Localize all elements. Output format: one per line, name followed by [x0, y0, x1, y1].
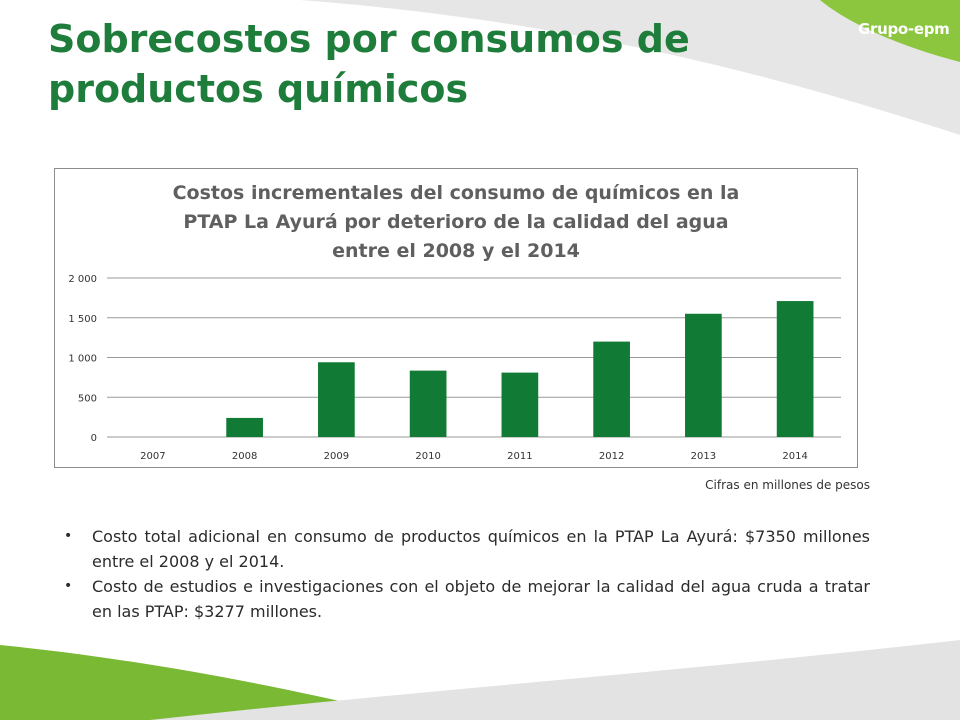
- slide-title-line-1: Sobrecostos por consumos de: [48, 17, 690, 61]
- bar: [776, 301, 814, 437]
- bottom-gray-swoosh: [150, 640, 960, 720]
- top-right-gray-swoosh: [300, 0, 960, 135]
- y-tick-label: 2 000: [68, 274, 97, 285]
- bottom-left-green-swoosh: [0, 645, 420, 720]
- bar: [318, 362, 355, 437]
- bullet-dot-icon: •: [64, 528, 73, 544]
- x-tick-label: 2007: [140, 451, 165, 462]
- y-tick-label: 0: [91, 433, 97, 444]
- y-tick-label: 1 500: [68, 314, 97, 325]
- bullet-dot-icon: •: [64, 578, 73, 594]
- x-tick-label: 2010: [415, 451, 440, 462]
- chart-title: Costos incrementales del consumo de quím…: [55, 179, 857, 266]
- unit-note: Cifras en millones de pesos: [705, 478, 870, 492]
- bullet-item: • Costo de estudios e investigaciones co…: [64, 574, 870, 624]
- chart-title-line-2: PTAP La Ayurá por deterioro de la calida…: [183, 211, 729, 233]
- bar: [685, 313, 722, 437]
- bar: [501, 372, 539, 437]
- x-tick-label: 2008: [232, 451, 257, 462]
- x-tick-label: 2009: [324, 451, 349, 462]
- bullet-text: Costo total adicional en consumo de prod…: [92, 527, 870, 571]
- bar: [226, 417, 263, 437]
- bullet-item: • Costo total adicional en consumo de pr…: [64, 524, 870, 574]
- chart-title-line-1: Costos incrementales del consumo de quím…: [172, 182, 740, 204]
- y-tick-label: 1 000: [68, 354, 97, 365]
- slide-title-line-2: productos químicos: [48, 67, 469, 111]
- slide-title: Sobrecostos por consumos de productos qu…: [48, 14, 768, 114]
- chart-frame: Costos incrementales del consumo de quím…: [54, 168, 858, 468]
- x-tick-label: 2013: [691, 451, 716, 462]
- bullet-text: Costo de estudios e investigaciones con …: [92, 577, 870, 621]
- bar: [409, 370, 447, 437]
- top-right-green-swoosh: [820, 0, 960, 62]
- bar-chart: 0 500 1 000 1 500 2 000 2007 2008 2009 2010 2011 2…: [68, 274, 841, 462]
- chart-title-line-3: entre el 2008 y el 2014: [332, 240, 580, 262]
- grupo-epm-logo: Grupo-epm: [858, 20, 950, 38]
- bullet-list: • Costo total adicional en consumo de pr…: [64, 524, 870, 624]
- x-tick-label: 2011: [507, 451, 532, 462]
- y-tick-label: 500: [78, 393, 97, 404]
- x-tick-label: 2012: [599, 451, 624, 462]
- bar: [593, 341, 630, 437]
- x-tick-label: 2014: [782, 451, 807, 462]
